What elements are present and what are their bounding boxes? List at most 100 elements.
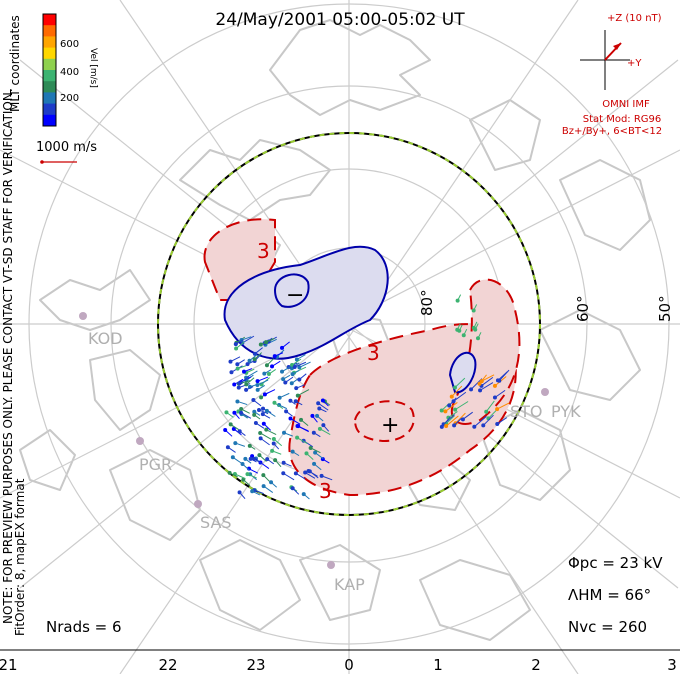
velocity-vector-origin: [228, 422, 233, 427]
imf-clock-dial: [580, 30, 630, 90]
velocity-vector-origin: [293, 471, 298, 476]
latitude-label-60: 60°: [574, 295, 592, 322]
velocity-vector-origin: [239, 410, 244, 415]
velocity-vector: [259, 432, 272, 440]
velocity-vector-origin: [253, 421, 258, 426]
velocity-vector-origin: [270, 448, 275, 453]
velocity-vector-origin: [495, 407, 500, 412]
potential-label-positive-1: 3: [257, 239, 270, 263]
velocity-vector-origin: [233, 342, 238, 347]
velocity-vector-origin: [264, 427, 269, 432]
velocity-vector-origin: [270, 364, 275, 369]
velocity-vector-origin: [252, 351, 257, 356]
velocity-vector-origin: [321, 423, 326, 428]
imf-y-label: +Y: [627, 58, 642, 69]
colorbar-segment: [43, 81, 56, 93]
stat-phi-pc: Φpc = 23 kV: [568, 554, 663, 572]
velocity-vector-origin: [452, 423, 457, 428]
velocity-vector-origin: [495, 421, 500, 426]
potential-label-positive-3: 3: [319, 479, 332, 503]
mlt-tick-label: 21: [0, 656, 18, 674]
colorbar-segment: [43, 14, 56, 26]
velocity-vector-origin: [264, 408, 269, 413]
velocity-vector-origin: [310, 413, 315, 418]
velocity-vector-origin: [236, 385, 241, 390]
velocity-vector-origin: [289, 381, 294, 386]
velocity-vector-origin: [295, 393, 300, 398]
velocity-vector-origin: [271, 441, 276, 446]
velocity-vector-origin: [265, 457, 270, 462]
imf-source: OMNI IMF: [602, 99, 650, 110]
velocity-vector-origin: [272, 354, 277, 359]
scale-vector: [40, 160, 77, 164]
velocity-vector-origin: [294, 357, 299, 362]
latitude-label-50: 50°: [656, 295, 674, 322]
stat-lambda-hm: ΛHM = 66°: [568, 586, 651, 604]
velocity-vector-origin: [258, 436, 263, 441]
velocity-vector: [265, 338, 277, 346]
scale-vector-label: 1000 m/s: [36, 140, 97, 155]
velocity-vector-origin: [317, 426, 322, 431]
velocity-vector-origin: [233, 441, 238, 446]
velocity-vector-origin: [262, 371, 267, 376]
velocity-vector: [485, 400, 495, 413]
velocity-vector-origin: [255, 387, 260, 392]
velocity-vector: [455, 412, 466, 424]
velocity-vector-origin: [247, 358, 252, 363]
colorbar-segment: [43, 36, 56, 49]
velocity-vector-origin: [243, 456, 248, 461]
colorbar-segment: [43, 70, 56, 82]
velocity-vector-origin: [497, 378, 502, 383]
velocity-vector: [294, 361, 307, 368]
potential-label-positive-2: 3: [367, 341, 380, 365]
velocity-vector-origin: [235, 399, 240, 404]
velocity-vector-origin: [237, 429, 242, 434]
velocity-vector-origin: [294, 386, 299, 391]
velocity-vector: [451, 385, 463, 397]
velocity-vector-origin: [223, 427, 228, 432]
velocity-vector-origin: [258, 342, 263, 347]
velocity-vector: [494, 389, 506, 398]
velocity-vector-origin: [316, 401, 321, 406]
velocity-vector: [453, 391, 467, 402]
velocity-vector-origin: [230, 455, 235, 460]
velocity-vector: [496, 402, 510, 410]
colorbar-segment: [43, 58, 56, 71]
mlt-axis: 21 22 23 0 1 2 3: [0, 656, 677, 674]
velocity-vector-origin: [460, 417, 465, 422]
velocity-vector-origin: [281, 460, 286, 465]
station-KAP: KAP: [334, 575, 365, 594]
velocity-vector-origin: [235, 362, 240, 367]
velocity-vector-origin: [299, 417, 304, 422]
heppner-maynard-boundary: [157, 132, 541, 516]
velocity-vector-origin: [257, 453, 262, 458]
velocity-vector-origin: [273, 458, 278, 463]
velocity-vector: [481, 376, 494, 387]
velocity-vector-origin: [245, 362, 250, 367]
velocity-vector-origin: [231, 426, 236, 431]
station-STO: STO: [510, 402, 543, 421]
velocity-vector-origin: [295, 435, 300, 440]
colorbar-label: Vel [m/s]: [88, 48, 98, 88]
velocity-vector: [445, 402, 458, 412]
velocity-vector: [317, 402, 329, 411]
colorbar-segment: [43, 114, 56, 127]
negative-cell-small: [448, 351, 477, 394]
station-SAS: SAS: [200, 513, 232, 532]
velocity-vector: [232, 456, 244, 465]
velocity-vector-origin: [261, 421, 266, 426]
min-potential-marker: −: [286, 283, 304, 308]
velocity-colorbar: [42, 13, 57, 127]
velocity-vector-origin: [261, 484, 266, 489]
velocity-vector: [454, 377, 466, 388]
velocity-vector-origin: [245, 472, 250, 477]
stat-n-vc: Nvc = 260: [568, 618, 647, 636]
velocity-vector-origin: [264, 340, 269, 345]
velocity-vector-origin: [473, 327, 478, 332]
velocity-vector-origin: [252, 409, 257, 414]
velocity-vector-origin: [225, 445, 230, 450]
velocity-vector-origin: [439, 408, 444, 413]
mlt-tick-label: 23: [246, 656, 265, 674]
velocity-vector-origin: [284, 409, 289, 414]
